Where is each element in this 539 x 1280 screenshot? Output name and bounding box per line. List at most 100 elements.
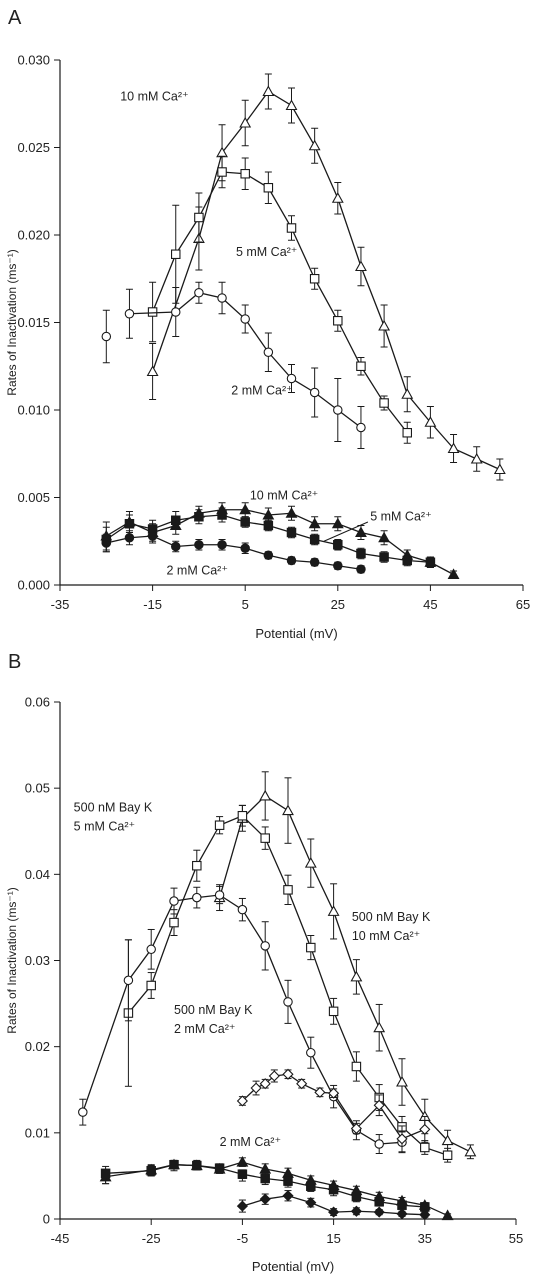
y-tick-label: 0 (43, 1212, 50, 1227)
y-tick-label: 0.025 (17, 140, 50, 155)
annotation-label: 10 mM Ca²⁺ (120, 89, 188, 103)
data-point (396, 1208, 408, 1220)
data-point (240, 314, 250, 324)
data-point (192, 860, 202, 871)
chart-panel-a: A 0.000 0.005 0.010 0.015 0.020 0.025 0.030 -35 -… (5, 7, 530, 641)
annotation-pointer (323, 521, 369, 542)
data-point (124, 532, 135, 543)
x-tick-label: 65 (516, 597, 530, 612)
data-point (236, 1095, 248, 1107)
data-point (192, 892, 202, 903)
data-point (236, 1155, 249, 1167)
data-point (333, 315, 343, 326)
data-point (282, 1068, 294, 1080)
data-point (282, 804, 294, 816)
data-point (419, 1123, 431, 1135)
data-point (146, 980, 156, 991)
data-series-4 (101, 507, 436, 568)
data-point (331, 517, 344, 529)
annotation-label: 2 mM Ca²⁺ (220, 1135, 281, 1149)
y-tick-label: 0.01 (25, 1125, 50, 1140)
data-point (260, 833, 270, 843)
data-point (373, 1099, 385, 1111)
series-line (151, 90, 501, 471)
data-point (396, 1133, 408, 1145)
data-point (171, 249, 181, 260)
data-point (286, 373, 297, 384)
data-point (214, 890, 225, 900)
x-axis-title: Potential (mV) (255, 626, 337, 641)
series-line (105, 509, 454, 576)
data-point (379, 552, 389, 562)
y-tick-label: 0.000 (17, 578, 50, 593)
data-point (268, 1070, 280, 1082)
y-tick-label: 0.030 (17, 53, 50, 68)
data-point (101, 538, 112, 548)
data-point (373, 1206, 385, 1218)
data-point (333, 405, 343, 415)
y-tick-label: 0.05 (25, 781, 50, 796)
data-point (309, 387, 320, 398)
data-point (171, 541, 181, 552)
data-point (350, 970, 363, 982)
data-point (442, 1150, 453, 1160)
annotation-label: 2 mM Ca²⁺ (166, 564, 227, 578)
annotation-label: 2 mM Ca²⁺ (231, 383, 292, 397)
data-point (239, 116, 252, 128)
data-point (214, 820, 225, 830)
annotation-label: 500 nM Bay K (174, 1003, 253, 1017)
data-point (259, 1078, 271, 1090)
data-point (124, 518, 135, 529)
data-point (401, 388, 414, 399)
data-point (355, 526, 367, 538)
series-line (105, 1161, 448, 1217)
data-point (217, 539, 227, 550)
data-point (306, 1047, 316, 1058)
data-point (396, 1075, 408, 1087)
y-tick-label: 0.015 (17, 315, 50, 330)
y-axis-title: Rates of Inactivation (ms⁻¹) (5, 249, 19, 395)
data-point (263, 520, 274, 531)
x-axis-title: Potential (mV) (252, 1259, 334, 1274)
data-point (240, 543, 250, 553)
data-point (309, 557, 320, 567)
y-tick-label: 0.010 (17, 403, 50, 418)
data-point (356, 548, 366, 559)
data-point (464, 1145, 477, 1157)
data-point (378, 319, 391, 331)
data-point (373, 1021, 386, 1033)
series-line (82, 894, 403, 1145)
data-point (169, 917, 179, 928)
series-line (218, 795, 471, 1153)
x-tick-label: 25 (331, 597, 345, 612)
annotation-label: 500 nM Bay K (74, 800, 153, 814)
data-point (263, 347, 274, 357)
data-point (147, 307, 158, 317)
data-series-2 (78, 885, 407, 1155)
data-point (351, 1061, 362, 1072)
data-point (420, 1142, 430, 1153)
data-point (240, 169, 250, 179)
data-series-1 (123, 804, 453, 1163)
data-point (304, 856, 317, 868)
data-point (327, 905, 340, 916)
data-series-0 (146, 73, 506, 481)
annotation-label: 2 mM Ca²⁺ (174, 1022, 235, 1036)
data-point (493, 463, 506, 475)
data-point (402, 427, 412, 438)
data-point (259, 1162, 272, 1174)
x-tick-label: -25 (142, 1231, 161, 1246)
data-point (283, 885, 293, 895)
y-tick-label: 0.06 (25, 695, 50, 710)
x-tick-label: -15 (143, 597, 162, 612)
x-tick-label: 55 (509, 1231, 523, 1246)
data-point (441, 1134, 454, 1146)
data-point (237, 810, 248, 821)
data-series-3 (236, 1068, 431, 1153)
data-point (286, 527, 297, 538)
data-point (374, 1139, 384, 1149)
data-point (470, 452, 483, 464)
data-point (123, 975, 134, 986)
panel-label: A (8, 7, 22, 29)
data-point (333, 539, 343, 550)
